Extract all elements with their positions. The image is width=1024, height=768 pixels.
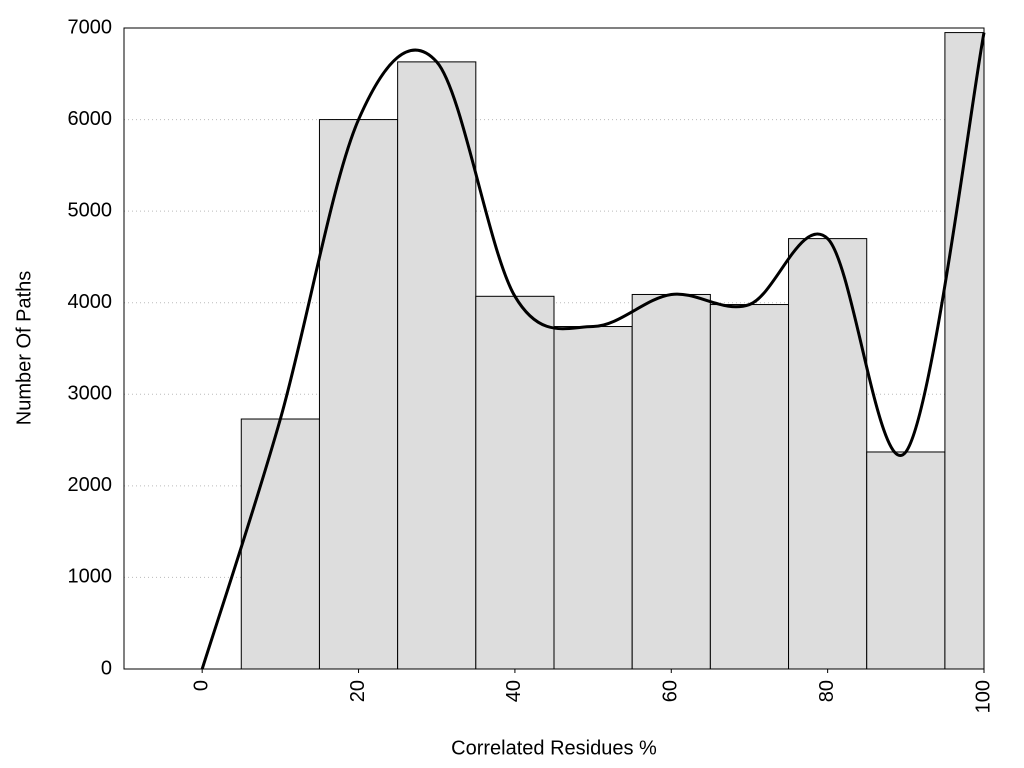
x-axis-label: Correlated Residues % [451, 737, 657, 759]
x-tick-label: 80 [816, 680, 838, 702]
y-tick-label: 1000 [68, 566, 113, 588]
x-tick-label: 60 [660, 680, 682, 702]
bar [709, 304, 790, 670]
x-tick-label: 100 [972, 680, 994, 713]
y-tick-label: 3000 [68, 383, 113, 405]
y-tick-label: 5000 [68, 199, 113, 221]
curve [200, 32, 986, 670]
plot-frame [123, 27, 985, 670]
y-tick-label: 7000 [68, 16, 113, 38]
bar [631, 293, 711, 670]
y-axis-label: Number Of Paths [13, 271, 35, 426]
y-tick-label: 0 [101, 657, 112, 679]
x-tick-label: 40 [503, 680, 525, 702]
bar [944, 32, 985, 670]
y-tick-label: 6000 [68, 108, 113, 130]
bar [318, 119, 399, 670]
y-tick-label: 2000 [68, 474, 113, 496]
bar [788, 238, 868, 670]
bar [553, 326, 633, 670]
y-tick-label: 4000 [68, 291, 113, 313]
x-tick-label: 0 [190, 680, 212, 691]
bar [866, 451, 946, 670]
bar [475, 295, 555, 670]
bar [240, 418, 320, 670]
x-tick-label: 20 [347, 680, 369, 702]
bar [397, 61, 477, 670]
